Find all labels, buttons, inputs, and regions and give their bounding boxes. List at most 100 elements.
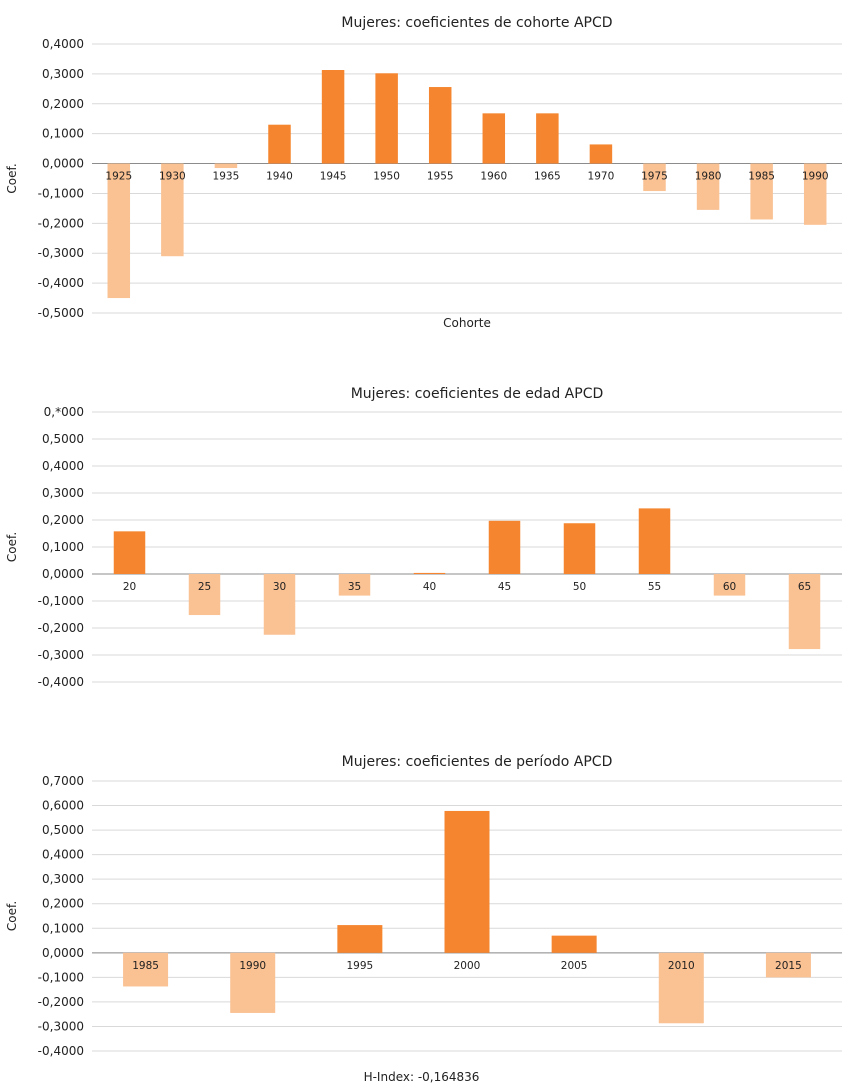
y-tick-label: -0,2000 bbox=[38, 216, 84, 230]
x-tick-label: 1965 bbox=[534, 171, 561, 183]
y-tick-label: 0,*000 bbox=[44, 405, 84, 419]
bar-40 bbox=[413, 572, 446, 574]
y-tick-label: 0,5000 bbox=[42, 823, 84, 837]
x-tick-label: 1990 bbox=[239, 960, 266, 972]
bar-65 bbox=[788, 574, 821, 650]
y-tick-label: 0,4000 bbox=[42, 848, 84, 862]
y-tick-label: 0,0000 bbox=[42, 946, 84, 960]
x-tick-label: 1960 bbox=[480, 171, 507, 183]
x-tick-label: 1950 bbox=[373, 171, 400, 183]
x-tick-label: 2015 bbox=[775, 960, 802, 972]
bar-1925 bbox=[107, 163, 131, 299]
x-tick-label: 2000 bbox=[454, 960, 481, 972]
bar-60 bbox=[713, 574, 746, 596]
chart-title: Mujeres: coeficientes de cohorte APCD bbox=[341, 15, 612, 31]
bar-55 bbox=[638, 508, 671, 574]
x-tick-label: 55 bbox=[648, 581, 661, 593]
x-tick-label: 1985 bbox=[132, 960, 159, 972]
y-tick-label: 0,0000 bbox=[42, 157, 84, 171]
bar-1940 bbox=[268, 124, 291, 164]
y-axis-label: Coef. bbox=[5, 532, 19, 562]
x-tick-label: 1980 bbox=[695, 171, 722, 183]
bar-2010 bbox=[658, 952, 704, 1024]
x-tick-label: 1995 bbox=[346, 960, 373, 972]
y-tick-label: -0,2000 bbox=[38, 995, 84, 1009]
y-tick-label: 0,1000 bbox=[42, 127, 84, 141]
y-tick-label: -0,4000 bbox=[38, 276, 84, 290]
bar-1990 bbox=[230, 952, 276, 1013]
bar-20 bbox=[113, 531, 146, 574]
x-tick-label: 1955 bbox=[427, 171, 454, 183]
y-tick-label: -0,2000 bbox=[38, 621, 84, 635]
y-tick-label: 0,5000 bbox=[42, 432, 84, 446]
y-tick-label: 0,1000 bbox=[42, 540, 84, 554]
y-tick-label: 0,1000 bbox=[42, 921, 84, 935]
y-tick-label: 0,3000 bbox=[42, 67, 84, 81]
y-tick-label: -0,4000 bbox=[38, 1044, 84, 1058]
bar-2000 bbox=[444, 810, 490, 953]
y-tick-label: -0,4000 bbox=[38, 675, 84, 689]
bar-50 bbox=[563, 523, 596, 574]
x-tick-label: 30 bbox=[273, 581, 286, 593]
bar-45 bbox=[488, 520, 521, 574]
y-tick-label: 0,4000 bbox=[42, 37, 84, 51]
chart-title: Mujeres: coeficientes de período APCD bbox=[342, 754, 613, 770]
bar-1970 bbox=[589, 144, 613, 164]
x-tick-label: 25 bbox=[198, 581, 211, 593]
x-tick-label: 1925 bbox=[105, 171, 132, 183]
y-tick-label: 0,3000 bbox=[42, 486, 84, 500]
y-tick-label: -0,1000 bbox=[38, 186, 84, 200]
bar-1990 bbox=[803, 163, 827, 225]
x-tick-label: 1970 bbox=[588, 171, 615, 183]
bar-2015 bbox=[765, 952, 811, 978]
y-axis-label: Coef. bbox=[5, 901, 19, 931]
chart-1: Mujeres: coeficientes de edad APCD 0,*000… bbox=[5, 386, 842, 689]
y-tick-label: -0,1000 bbox=[38, 594, 84, 608]
chart-2: Mujeres: coeficientes de período APCD 0,7… bbox=[5, 754, 842, 1058]
x-tick-label: 65 bbox=[798, 581, 811, 593]
y-tick-label: 0,2000 bbox=[42, 97, 84, 111]
bar-1945 bbox=[321, 70, 345, 164]
x-tick-label: 1930 bbox=[159, 171, 186, 183]
bar-1995 bbox=[337, 925, 383, 953]
x-tick-label: 60 bbox=[723, 581, 736, 593]
y-tick-label: 0,3000 bbox=[42, 872, 84, 886]
y-tick-label: -0,3000 bbox=[38, 648, 84, 662]
y-tick-label: 0,2000 bbox=[42, 513, 84, 527]
x-tick-label: 1945 bbox=[320, 171, 347, 183]
y-tick-label: 0,0000 bbox=[42, 567, 84, 581]
x-tick-label: 45 bbox=[498, 581, 511, 593]
bar-30 bbox=[263, 574, 296, 635]
y-tick-label: 0,4000 bbox=[42, 459, 84, 473]
y-tick-label: -0,3000 bbox=[38, 246, 84, 260]
x-tick-label: 35 bbox=[348, 581, 361, 593]
bar-1980 bbox=[696, 163, 720, 210]
y-tick-label: -0,3000 bbox=[38, 1019, 84, 1033]
bar-35 bbox=[338, 574, 371, 596]
bar-1965 bbox=[536, 113, 559, 164]
y-tick-label: 0,7000 bbox=[42, 774, 84, 788]
bar-1985 bbox=[123, 952, 169, 987]
y-tick-label: 0,2000 bbox=[42, 897, 84, 911]
x-tick-label: 1975 bbox=[641, 171, 668, 183]
y-tick-label: -0,1000 bbox=[38, 970, 84, 984]
h-index-label: H-Index: -0,164836 bbox=[363, 1070, 480, 1084]
y-axis-label: Coef. bbox=[5, 163, 19, 193]
bar-1955 bbox=[428, 87, 452, 164]
bar-1935 bbox=[214, 163, 238, 169]
x-tick-label: 1940 bbox=[266, 171, 293, 183]
x-tick-label: 2005 bbox=[561, 960, 588, 972]
x-tick-label: 2010 bbox=[668, 960, 695, 972]
bar-1930 bbox=[161, 163, 184, 257]
bar-1950 bbox=[375, 73, 398, 164]
bar-1975 bbox=[643, 163, 666, 192]
chart-title: Mujeres: coeficientes de edad APCD bbox=[351, 386, 604, 402]
x-axis-label: Cohorte bbox=[443, 316, 491, 330]
bar-2005 bbox=[551, 935, 597, 953]
x-tick-label: 1985 bbox=[748, 171, 775, 183]
x-tick-label: 1935 bbox=[213, 171, 240, 183]
x-tick-label: 50 bbox=[573, 581, 586, 593]
y-tick-label: -0,5000 bbox=[38, 306, 84, 320]
x-tick-label: 20 bbox=[123, 581, 136, 593]
